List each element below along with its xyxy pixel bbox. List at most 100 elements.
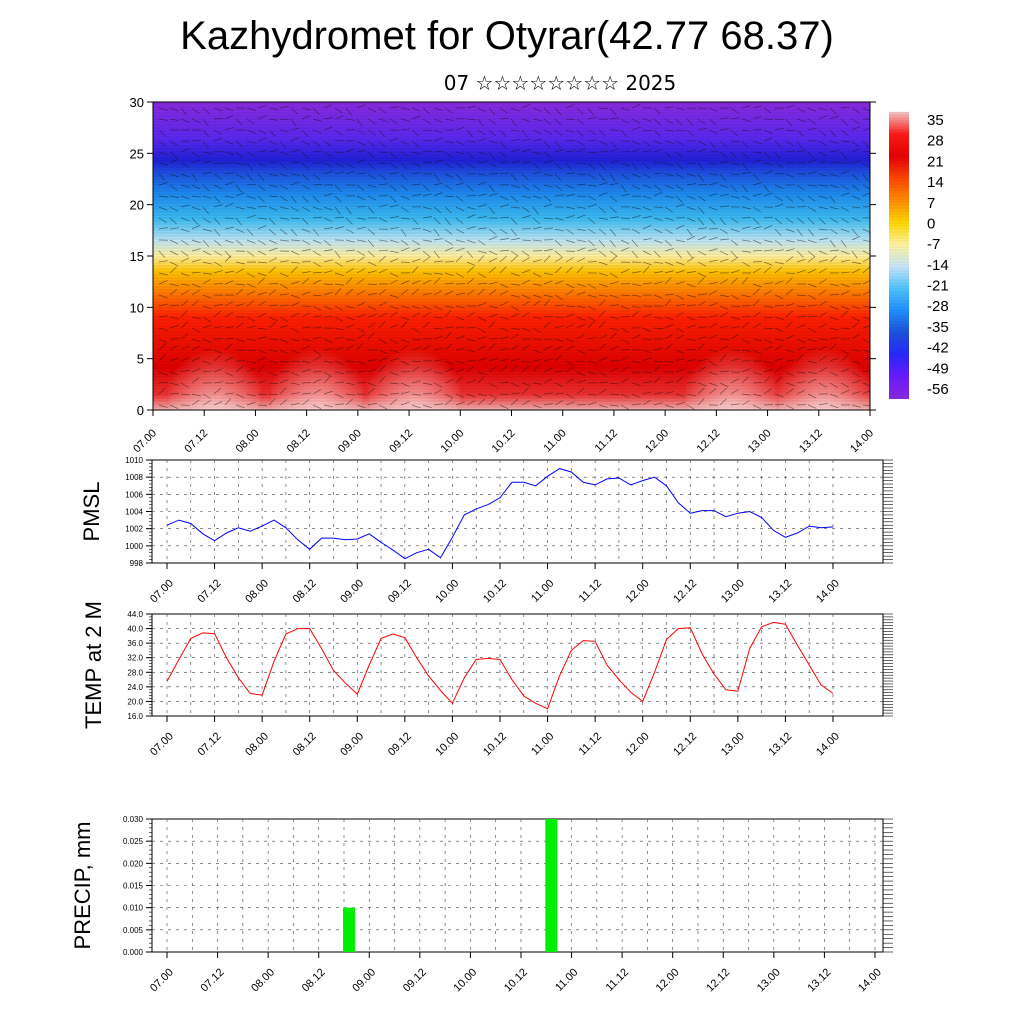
wind-barb xyxy=(774,280,784,285)
wind-barb xyxy=(752,193,762,197)
wind-barb xyxy=(675,224,685,230)
x-tick-label: 13.12 xyxy=(766,730,794,758)
wind-barb xyxy=(301,399,310,406)
wind-barb xyxy=(488,289,497,296)
wind-barb xyxy=(213,184,223,190)
y-tick-label: 36.0 xyxy=(127,639,143,648)
wind-barb xyxy=(356,184,365,191)
wind-barb xyxy=(180,300,189,307)
wind-barb xyxy=(312,195,320,203)
wind-barb xyxy=(631,271,641,274)
wind-barb xyxy=(675,140,685,146)
wind-barb xyxy=(818,173,828,177)
wind-barb xyxy=(235,239,244,247)
wind-barb xyxy=(763,192,773,197)
wind-barb xyxy=(818,338,828,341)
wind-barb xyxy=(433,182,443,186)
wind-barb xyxy=(268,338,279,340)
wind-barb xyxy=(565,239,575,244)
wind-barb xyxy=(455,368,465,373)
wind-barb xyxy=(521,129,528,138)
wind-barb xyxy=(532,382,542,385)
wind-barb xyxy=(598,334,608,340)
wind-barb xyxy=(334,171,344,175)
wind-barb xyxy=(664,404,674,408)
wind-barb xyxy=(301,360,311,364)
wind-barb xyxy=(752,116,762,120)
wind-barb xyxy=(620,366,629,373)
wind-barb xyxy=(576,147,586,153)
wind-barb xyxy=(675,107,685,110)
wind-barb xyxy=(290,392,300,395)
wind-barb xyxy=(499,404,509,410)
wind-barb xyxy=(620,107,630,111)
wind-barb xyxy=(796,107,806,113)
wind-barb xyxy=(499,381,509,384)
wind-barb xyxy=(829,150,839,153)
wind-barb xyxy=(686,393,696,397)
x-tick-label: 09.12 xyxy=(386,577,414,605)
wind-barb xyxy=(675,195,683,203)
wind-barb xyxy=(312,184,323,186)
wind-barb xyxy=(697,326,707,329)
wind-barb xyxy=(741,162,749,170)
wind-barb xyxy=(180,310,188,318)
wind-barb xyxy=(290,118,297,127)
wind-barb xyxy=(708,371,718,376)
wind-barb xyxy=(752,349,762,354)
wind-barb xyxy=(389,338,398,344)
wind-barb xyxy=(301,239,311,245)
wind-barb xyxy=(180,107,187,116)
wind-barb xyxy=(290,266,298,274)
wind-barb xyxy=(741,129,751,132)
wind-barb xyxy=(356,158,366,164)
wind-barb xyxy=(730,378,739,384)
wind-barb xyxy=(785,256,794,263)
wind-barb xyxy=(719,151,728,159)
wind-barb xyxy=(499,117,509,120)
wind-barb xyxy=(345,217,353,225)
wind-barb xyxy=(411,129,420,137)
wind-barb xyxy=(180,217,190,222)
wind-barb xyxy=(565,140,576,142)
wind-barb xyxy=(576,228,586,232)
wind-barb xyxy=(499,161,509,164)
x-tick-label: 09.00 xyxy=(338,730,366,758)
wind-barb xyxy=(532,316,542,319)
y-tick-label: 1004 xyxy=(125,508,143,517)
wind-barb xyxy=(367,184,377,188)
wind-barb xyxy=(664,299,672,307)
wind-barb xyxy=(356,360,366,365)
wind-barb xyxy=(675,151,683,159)
wind-barb xyxy=(477,250,487,254)
y-tick-label: 1008 xyxy=(125,473,143,482)
wind-barb xyxy=(785,217,794,224)
wind-barb xyxy=(730,358,740,362)
wind-barb xyxy=(719,217,726,226)
wind-barb xyxy=(653,184,662,191)
wind-barb xyxy=(521,360,531,363)
wind-barb xyxy=(323,404,333,408)
wind-barb xyxy=(653,316,663,320)
x-tick-label: 07.00 xyxy=(148,577,176,605)
wind-barb xyxy=(334,272,344,276)
wind-barb xyxy=(521,173,529,181)
wind-barb xyxy=(609,272,618,278)
wind-barb xyxy=(400,338,410,344)
wind-barb xyxy=(323,193,333,197)
wind-barb xyxy=(653,118,661,126)
wind-barb xyxy=(246,290,256,296)
wind-barb xyxy=(224,202,234,208)
wind-barb xyxy=(642,313,652,318)
wind-barb xyxy=(708,349,718,352)
wind-barb xyxy=(345,360,356,362)
wind-barb xyxy=(213,381,223,384)
wind-barb xyxy=(389,371,399,376)
wind-barb xyxy=(158,315,168,318)
wind-barb xyxy=(741,368,751,373)
wind-barb xyxy=(334,305,343,311)
wind-barb xyxy=(411,107,421,112)
wind-barb xyxy=(862,349,870,353)
x-tick-label: 13.12 xyxy=(805,966,833,994)
wind-barb xyxy=(840,349,850,355)
